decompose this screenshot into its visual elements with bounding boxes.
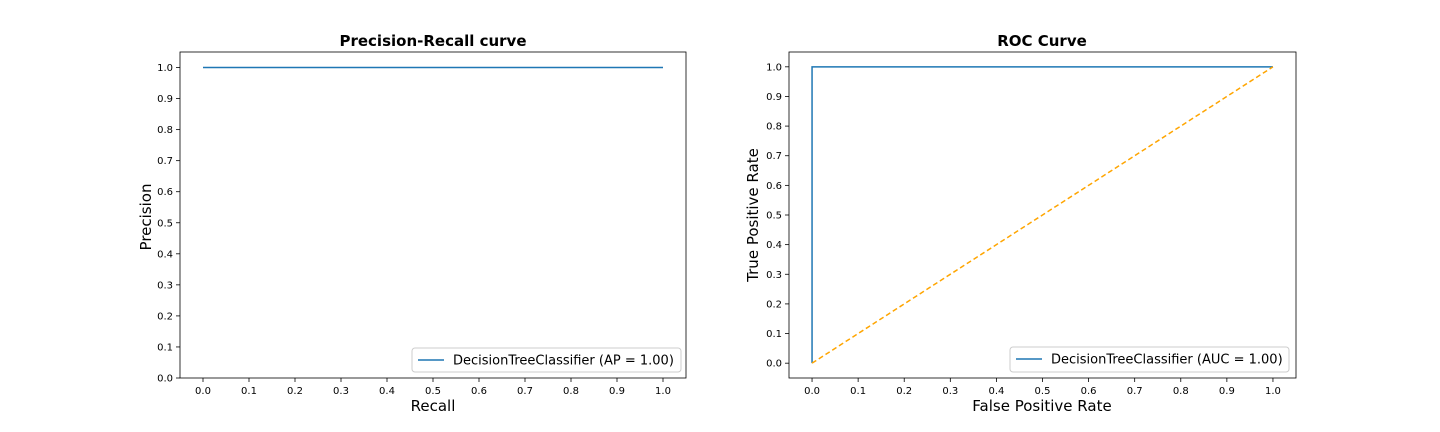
y-tick-label: 0.8	[157, 125, 173, 136]
y-tick-label: 0.2	[766, 299, 782, 310]
legend-label: DecisionTreeClassifier (AP = 1.00)	[453, 354, 674, 369]
diagonal-reference-line	[811, 66, 1274, 364]
y-tick-label: 0.5	[157, 218, 173, 229]
chart-title: Precision-Recall curve	[339, 32, 526, 50]
y-tick-label: 0.3	[157, 280, 173, 291]
y-tick-label: 0.3	[766, 270, 782, 281]
y-tick-label: 0.9	[157, 94, 173, 105]
x-tick-label: 0.6	[1081, 386, 1097, 397]
precision-recall-panel: Precision-Recall curve Recall Precision …	[137, 32, 687, 415]
x-tick-label: 0.6	[471, 386, 487, 397]
y-tick-label: 0.1	[766, 329, 782, 340]
y-tick-label: 0.2	[157, 311, 173, 322]
x-tick-label: 0.8	[1173, 386, 1189, 397]
y-tick-label: 0.1	[157, 342, 173, 353]
y-tick-label: 0.4	[157, 249, 173, 260]
legend-label: DecisionTreeClassifier (AUC = 1.00)	[1051, 353, 1283, 368]
x-tick-label: 0.3	[333, 386, 349, 397]
y-axis-label: Precision	[137, 184, 155, 251]
x-tick-label: 0.2	[287, 386, 303, 397]
y-tick-label: 0.8	[766, 122, 782, 133]
x-tick-label: 0.8	[563, 386, 579, 397]
x-tick-label: 0.4	[988, 386, 1004, 397]
y-tick-label: 0.0	[766, 359, 782, 370]
y-tick-label: 0.4	[766, 240, 782, 251]
legend: DecisionTreeClassifier (AP = 1.00)	[411, 347, 682, 373]
legend-box	[411, 347, 682, 373]
x-ticks: 0.0 0.1 0.2 0.3 0.4 0.5 0.6 0.7 0.8 0.9 1.0	[804, 378, 1281, 397]
x-tick-label: 0.5	[425, 386, 441, 397]
x-tick-label: 0.7	[517, 386, 533, 397]
y-tick-label: 0.6	[766, 181, 782, 192]
legend-box	[1009, 346, 1290, 373]
y-tick-label: 0.9	[766, 92, 782, 103]
y-ticks: 0.0 0.1 0.2 0.3 0.4 0.5 0.6 0.7 0.8 0.9 1.0	[157, 63, 180, 385]
x-tick-label: 0.9	[609, 386, 625, 397]
y-ticks: 0.0 0.1 0.2 0.3 0.4 0.5 0.6 0.7 0.8 0.9 1.0	[766, 62, 789, 370]
chart-title: ROC Curve	[997, 32, 1087, 50]
x-ticks: 0.0 0.1 0.2 0.3 0.4 0.5 0.6 0.7 0.8 0.9 1.0	[195, 378, 671, 397]
x-tick-label: 0.0	[195, 386, 211, 397]
roc-panel: ROC Curve False Positive Rate True Posit…	[744, 32, 1297, 415]
x-tick-label: 0.3	[942, 386, 958, 397]
plot-area-frame	[179, 51, 687, 379]
y-tick-label: 0.7	[766, 151, 782, 162]
x-tick-label: 0.5	[1035, 386, 1051, 397]
x-tick-label: 0.9	[1219, 386, 1235, 397]
x-tick-label: 1.0	[655, 386, 671, 397]
y-tick-label: 1.0	[766, 62, 782, 73]
legend: DecisionTreeClassifier (AUC = 1.00)	[1009, 346, 1290, 373]
x-axis-label: False Positive Rate	[972, 397, 1111, 415]
series-lines	[811, 66, 1274, 364]
x-tick-label: 0.1	[850, 386, 866, 397]
y-tick-label: 0.5	[766, 211, 782, 222]
x-tick-label: 0.0	[804, 386, 820, 397]
x-tick-label: 0.4	[379, 386, 395, 397]
x-tick-label: 0.1	[241, 386, 257, 397]
y-tick-label: 0.0	[157, 374, 173, 385]
x-tick-label: 0.7	[1127, 386, 1143, 397]
y-tick-label: 0.7	[157, 156, 173, 167]
x-tick-label: 1.0	[1265, 386, 1281, 397]
y-axis-label: True Positive Rate	[744, 148, 762, 283]
x-axis-label: Recall	[411, 397, 456, 415]
y-tick-label: 1.0	[157, 63, 173, 74]
y-tick-label: 0.6	[157, 187, 173, 198]
x-tick-label: 0.2	[896, 386, 912, 397]
series-line	[811, 66, 1273, 364]
